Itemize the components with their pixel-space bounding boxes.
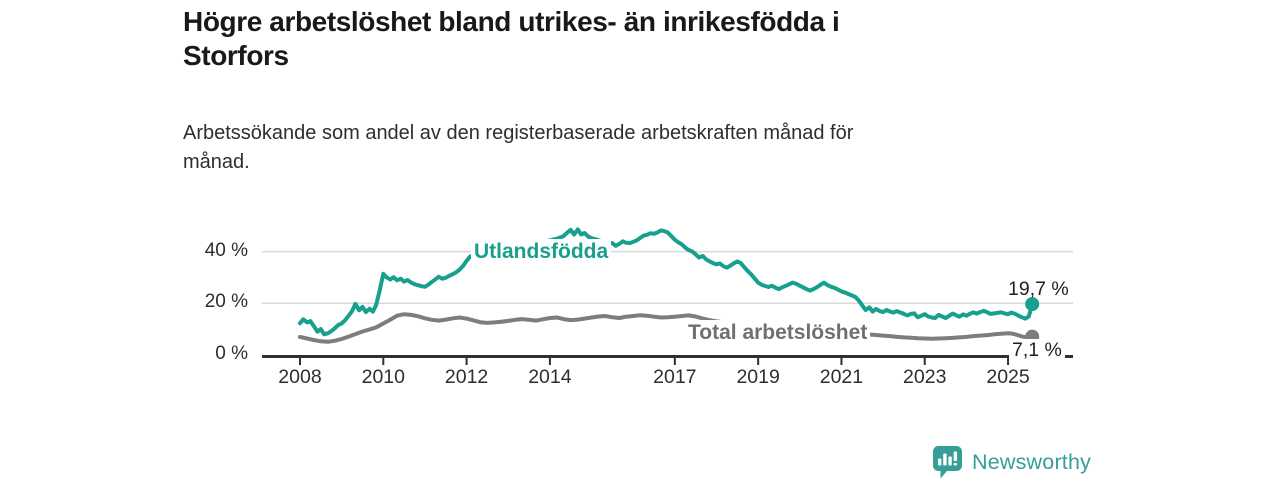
series-label-total-arbetsloshet: Total arbetslöshet xyxy=(685,320,871,346)
series-line-total-arbetsl-shet xyxy=(298,312,1035,344)
x-tick-label: 2021 xyxy=(819,366,864,388)
chart-subtitle-line-2: månad. xyxy=(183,151,250,173)
newsworthy-branding: Newsworthy xyxy=(932,445,1091,479)
y-tick-label: 20 % xyxy=(204,291,248,313)
page-title: Högre arbetslöshet bland utrikes- än inr… xyxy=(183,5,1083,73)
series-label-utlandsfodda: Utlandsfödda xyxy=(471,239,612,265)
page-title-line-1: Högre arbetslöshet bland utrikes- än inr… xyxy=(183,6,840,37)
x-tick-label: 2010 xyxy=(361,366,405,388)
x-tick-label: 2017 xyxy=(653,366,697,388)
x-tick-label: 2025 xyxy=(986,366,1030,388)
series-line-utlandsf-dda xyxy=(298,227,1035,337)
chart-subtitle-line-1: Arbetssökande som andel av den registerb… xyxy=(183,122,854,144)
x-tick-label: 2023 xyxy=(903,366,947,388)
end-value-label-total-arbetsloshet: 7,1 % xyxy=(1009,339,1065,362)
x-tick-label: 2014 xyxy=(528,366,572,388)
newsworthy-logo-icon xyxy=(932,445,963,479)
end-value-label-utlandsfodda: 19,7 % xyxy=(1008,278,1069,300)
page-title-line-2: Storfors xyxy=(183,40,289,71)
series-end-dot xyxy=(1025,297,1040,312)
chart-subtitle: Arbetssökande som andel av den registerb… xyxy=(183,119,1043,177)
x-tick-label: 2012 xyxy=(444,366,489,388)
y-tick-label: 0 % xyxy=(215,343,248,364)
x-tick-label: 2008 xyxy=(278,366,322,388)
newsworthy-wordmark: Newsworthy xyxy=(972,449,1092,474)
y-tick-label: 40 % xyxy=(204,239,248,261)
x-tick-label: 2019 xyxy=(736,366,780,388)
